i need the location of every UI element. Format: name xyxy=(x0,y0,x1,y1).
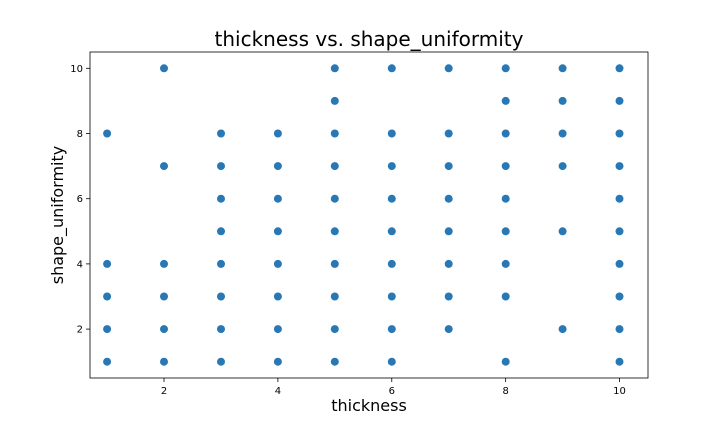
data-point xyxy=(444,194,453,203)
data-point xyxy=(273,357,282,366)
data-point xyxy=(444,227,453,236)
data-point xyxy=(444,325,453,334)
data-point xyxy=(160,162,168,171)
data-point xyxy=(615,325,624,334)
data-point xyxy=(501,162,510,171)
data-point xyxy=(501,227,510,236)
x-tick-label: 8 xyxy=(502,386,508,397)
data-point xyxy=(615,162,624,171)
data-point xyxy=(330,129,339,138)
data-point xyxy=(444,162,453,171)
data-point xyxy=(273,259,282,268)
data-point xyxy=(444,259,453,268)
data-point xyxy=(501,292,510,301)
data-point xyxy=(558,325,567,334)
data-point xyxy=(387,292,396,301)
data-point xyxy=(615,292,624,301)
data-point xyxy=(217,194,225,203)
data-point xyxy=(615,259,624,268)
data-point xyxy=(103,357,112,366)
data-point xyxy=(615,357,624,366)
data-point xyxy=(558,227,567,236)
data-point xyxy=(103,129,112,138)
chart-title: thickness vs. shape_uniformity xyxy=(215,27,524,51)
data-point xyxy=(103,259,112,268)
data-point xyxy=(501,129,510,138)
y-tick-label: 2 xyxy=(77,325,83,336)
data-point xyxy=(615,64,624,73)
data-point xyxy=(217,325,225,334)
data-point xyxy=(330,162,339,171)
data-point xyxy=(103,325,112,334)
data-point xyxy=(160,259,168,268)
data-point xyxy=(501,259,510,268)
data-point xyxy=(558,162,567,171)
data-point xyxy=(387,162,396,171)
data-point xyxy=(387,64,396,73)
y-tick-label: 10 xyxy=(70,64,83,75)
data-point xyxy=(330,292,339,301)
data-point xyxy=(273,194,282,203)
data-point xyxy=(444,129,453,138)
data-point xyxy=(217,227,225,236)
y-tick-label: 8 xyxy=(77,129,83,140)
data-point xyxy=(387,259,396,268)
data-point xyxy=(217,292,225,301)
data-point xyxy=(501,357,510,366)
y-axis-label: shape_uniformity xyxy=(48,146,68,285)
data-point xyxy=(217,357,225,366)
data-point xyxy=(330,64,339,73)
data-point xyxy=(558,64,567,73)
data-point xyxy=(387,129,396,138)
data-point xyxy=(387,194,396,203)
x-axis-ticks: 2 4 6 8 10 xyxy=(161,378,626,397)
y-axis-ticks: 2 4 6 8 10 xyxy=(70,64,90,336)
x-tick-label: 2 xyxy=(161,386,167,397)
data-point xyxy=(330,194,339,203)
data-point xyxy=(444,64,453,73)
data-point xyxy=(615,227,624,236)
points-layer xyxy=(103,64,624,366)
data-point xyxy=(501,194,510,203)
data-point xyxy=(160,64,168,73)
y-tick-label: 4 xyxy=(77,259,83,270)
data-point xyxy=(273,227,282,236)
data-point xyxy=(615,96,624,105)
data-point xyxy=(615,129,624,138)
data-point xyxy=(217,162,225,171)
data-point xyxy=(330,96,339,105)
data-point xyxy=(273,129,282,138)
data-point xyxy=(103,292,112,301)
data-point xyxy=(444,292,453,301)
data-point xyxy=(273,162,282,171)
data-point xyxy=(387,357,396,366)
data-point xyxy=(558,96,567,105)
y-tick-label: 6 xyxy=(77,194,83,205)
data-point xyxy=(273,292,282,301)
data-point xyxy=(558,129,567,138)
data-point xyxy=(217,129,225,138)
data-point xyxy=(615,194,624,203)
data-point xyxy=(160,292,168,301)
data-point xyxy=(160,325,168,334)
x-axis-label: thickness xyxy=(331,396,407,415)
data-point xyxy=(330,227,339,236)
data-point xyxy=(330,357,339,366)
x-tick-label: 6 xyxy=(389,386,395,397)
plot-area-frame xyxy=(89,51,649,379)
data-point xyxy=(217,259,225,268)
data-point xyxy=(330,325,339,334)
x-tick-label: 4 xyxy=(275,386,281,397)
data-point xyxy=(387,325,396,334)
data-point xyxy=(273,325,282,334)
x-tick-label: 10 xyxy=(613,386,626,397)
data-point xyxy=(501,64,510,73)
data-point xyxy=(330,259,339,268)
data-point xyxy=(501,96,510,105)
data-point xyxy=(160,357,168,366)
data-point xyxy=(387,227,396,236)
